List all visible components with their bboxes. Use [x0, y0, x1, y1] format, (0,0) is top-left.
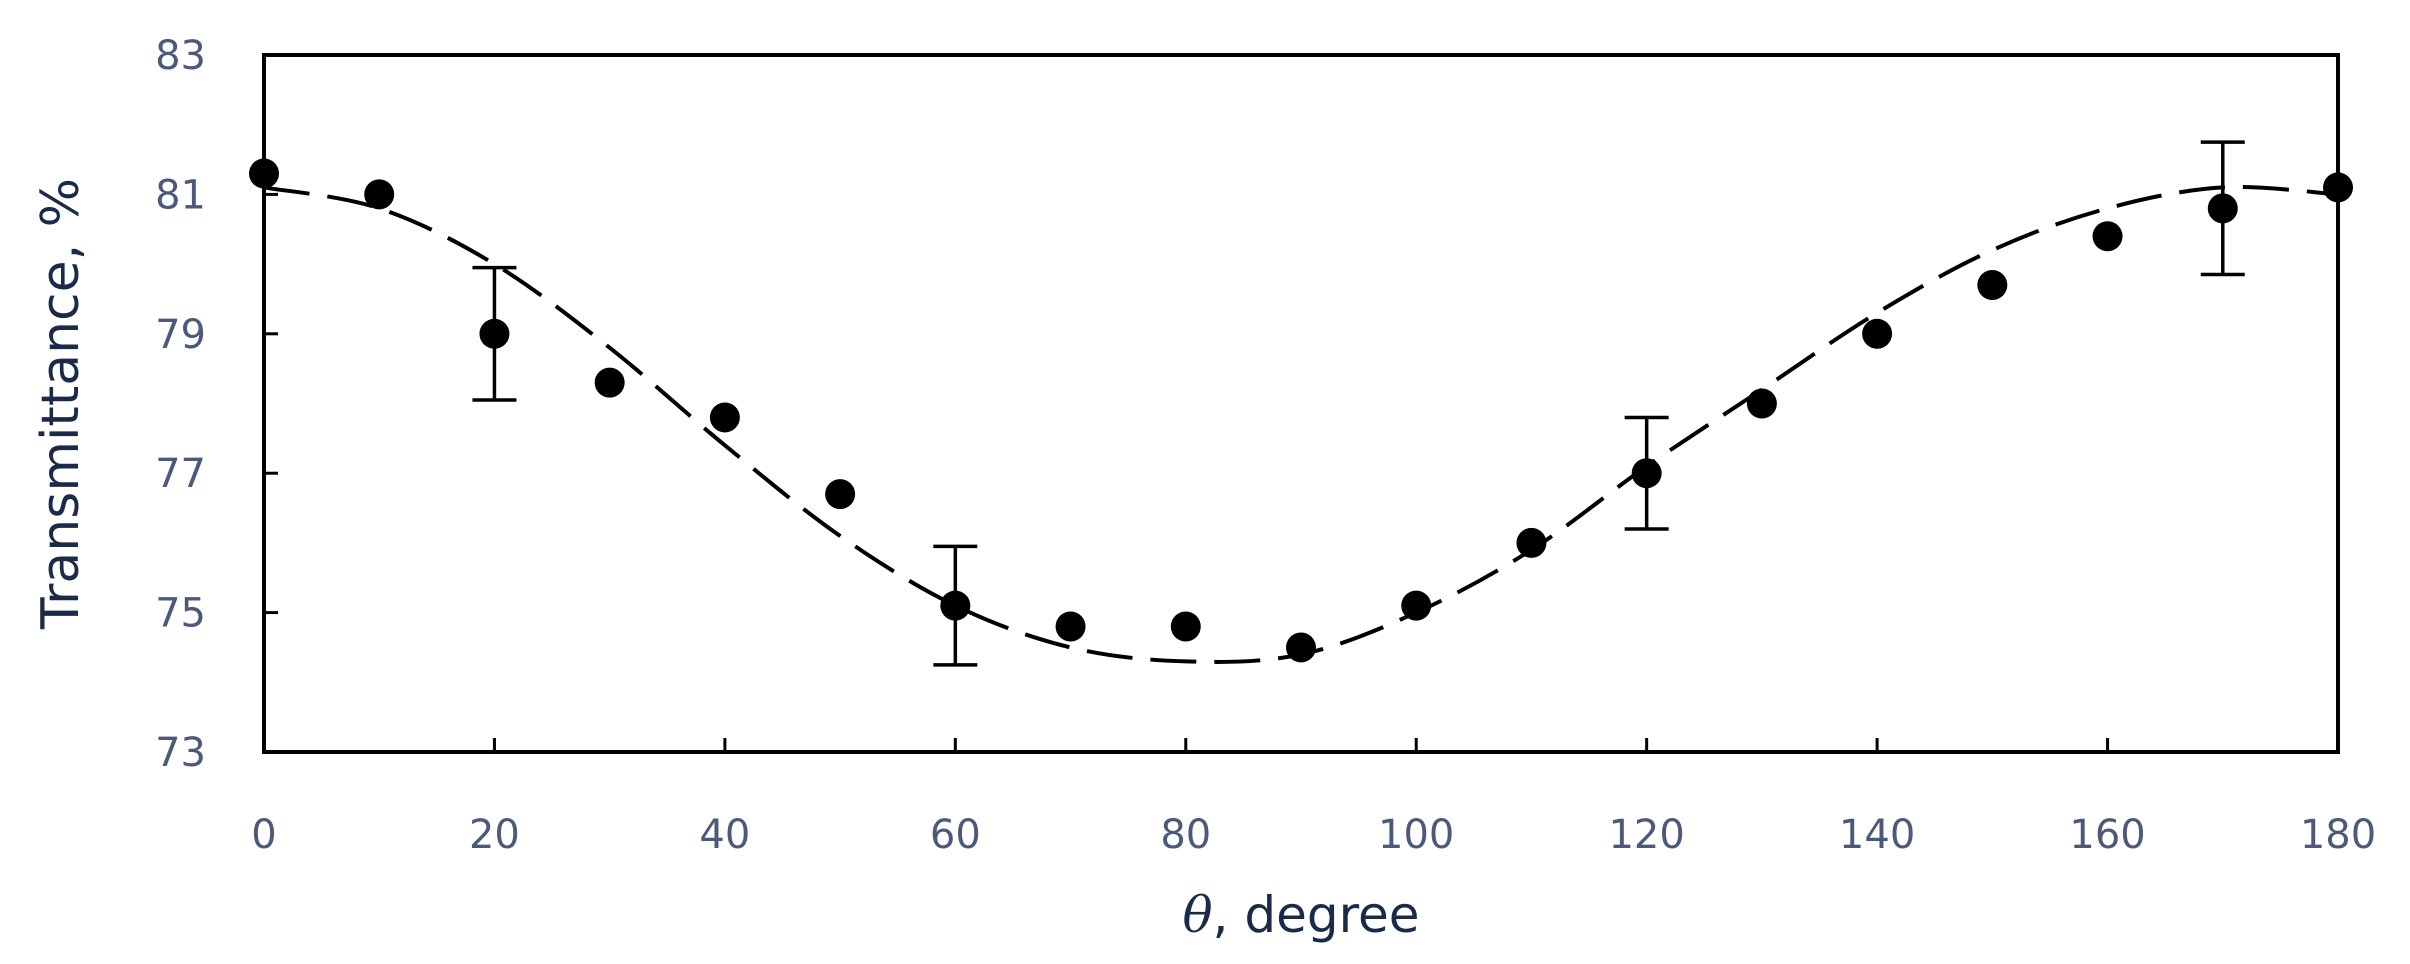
y-tick-label: 77	[155, 451, 206, 497]
x-tick-label: 160	[2069, 812, 2145, 858]
y-tick-label: 73	[155, 730, 206, 776]
data-point	[1631, 458, 1662, 489]
y-tick-label: 81	[155, 172, 206, 218]
x-tick-label: 20	[469, 812, 520, 858]
x-tick-label: 0	[251, 812, 276, 858]
x-axis-title: θ, degree	[1182, 886, 1419, 944]
y-tick-label: 79	[155, 312, 206, 358]
data-point	[479, 318, 510, 349]
data-point	[1746, 388, 1777, 419]
data-point	[940, 590, 971, 621]
x-tick-label: 180	[2300, 812, 2376, 858]
data-point	[1401, 590, 1432, 621]
data-point	[709, 402, 740, 433]
data-point	[1516, 527, 1547, 558]
x-tick-label: 80	[1160, 812, 1211, 858]
x-axis-label-text: , degree	[1213, 886, 1420, 944]
x-tick-label: 140	[1839, 812, 1915, 858]
plot-frame	[262, 53, 2340, 754]
data-point	[1055, 611, 1086, 642]
plot-area	[249, 140, 2353, 667]
fit-curve	[263, 185, 2339, 664]
data-point	[364, 179, 395, 210]
data-point	[1977, 270, 2008, 301]
data-point	[1862, 318, 1893, 349]
data-point	[825, 479, 856, 510]
data-point	[594, 367, 625, 398]
x-tick-label: 100	[1378, 812, 1454, 858]
data-point	[1286, 632, 1316, 663]
y-axis-title: Transmittance, %	[31, 178, 91, 630]
x-tick-label: 40	[699, 812, 750, 858]
x-tick-label: 120	[1608, 812, 1684, 858]
x-axis-symbol: θ	[1182, 886, 1212, 944]
y-tick-label: 75	[155, 591, 206, 637]
data-point	[1170, 611, 1201, 642]
y-tick-label: 83	[155, 33, 206, 79]
y-axis: 73 75 77 79 81 83	[155, 33, 278, 776]
data-point	[2207, 193, 2238, 224]
data-point	[2092, 221, 2123, 252]
x-axis: 0 20 40 60 80 100 120 140 160 180	[251, 738, 2376, 858]
x-tick-label: 60	[930, 812, 981, 858]
